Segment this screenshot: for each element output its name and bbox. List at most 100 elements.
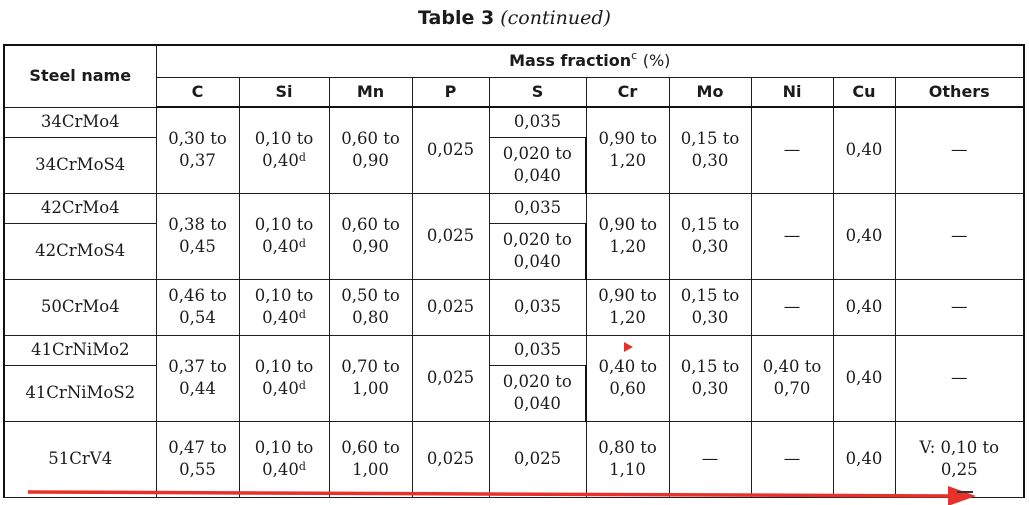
mo-value-cell: 0,15 to 0,30 [668, 106, 752, 194]
p-value: 0,025 [426, 449, 475, 468]
steel-table-body: 34CrMo4 0,30 to 0,37 0,10 to 0,40d 0,60 to 0,9… [3, 106, 1025, 498]
ni-value-cell: — [750, 106, 834, 194]
table-row: 34CrMoS4 0,020 to 0,040 [3, 136, 1024, 194]
cu-value: 0,40 [845, 297, 883, 316]
c-value-cell: 0,46 to 0,54 [155, 278, 240, 336]
cr-value-cell: 0,40 to 0,60 [585, 334, 670, 422]
steel-name-cell: 42CrMo4 [3, 192, 157, 224]
mn-value: 0,70 to 1,00 [341, 357, 400, 398]
steel-name-cell: 34CrMoS4 [3, 136, 157, 194]
si-footnote-marker: d [298, 460, 306, 473]
table-row: 41CrNiMo2 0,37 to 0,44 0,10 to 0,40d 0,70 to 1… [3, 334, 1025, 422]
ni-value: 0,40 to 0,70 [762, 357, 822, 398]
s-value-cell: 0,020 to 0,040 [488, 136, 587, 194]
element-header-s: S [488, 76, 587, 108]
table-row: 41CrNiMoS2 0,020 to 0,040 [3, 364, 1024, 422]
others-value-cell: — [894, 192, 1025, 280]
element-header-p: P [411, 76, 490, 108]
others-value: — [951, 368, 968, 387]
steel-composition-table: Steel name Mass fractionc (%) C Si Mn P … [3, 44, 1025, 498]
steel-name-cell: 41CrNiMoS2 [3, 364, 157, 422]
si-value: 0,10 to 0,40 [254, 286, 314, 327]
ni-value-cell: — [750, 420, 834, 498]
si-footnote-marker: d [298, 151, 306, 165]
mo-value-cell: 0,15 to 0,30 [668, 192, 752, 280]
c-value: 0,46 to 0,54 [168, 286, 227, 327]
mn-value: 0,60 to 1,00 [341, 438, 400, 479]
mo-value: 0,15 to 0,30 [680, 129, 740, 171]
ni-value: — [783, 140, 801, 160]
p-value: 0,025 [426, 368, 475, 387]
mass-fraction-footnote-marker: c [631, 49, 638, 63]
si-value-cell: 0,10 to 0,40d [238, 106, 330, 194]
cr-value: 0,90 to 1,20 [598, 286, 657, 327]
si-value: 0,10 to 0,40 [254, 357, 314, 398]
p-value: 0,025 [426, 226, 475, 245]
cu-value-cell: 0,40 [832, 334, 896, 422]
element-header-si: Si [238, 76, 330, 108]
cu-value: 0,40 [845, 368, 883, 387]
table-row: 51CrV4 0,47 to 0,55 0,10 to 0,40d 0,60 to 1,00… [3, 420, 1025, 498]
cr-value: 0,90 to 1,20 [598, 129, 658, 171]
ni-value: — [783, 297, 801, 316]
s-value-cell: 0,035 [488, 106, 587, 138]
steel-name-cell: 41CrNiMo2 [3, 334, 157, 366]
si-value-cell: 0,10 to 0,40d [238, 278, 330, 336]
p-value-cell: 0,025 [411, 278, 490, 336]
mn-value-cell: 0,60 to 0,90 [328, 106, 413, 194]
p-value-cell: 0,025 [411, 334, 490, 422]
mn-value-cell: 0,60 to 0,90 [328, 192, 413, 280]
si-footnote-marker: d [298, 237, 306, 250]
others-value-cell: — [894, 334, 1025, 422]
others-value: — [951, 140, 968, 160]
steel-name-cell: 34CrMo4 [3, 106, 157, 138]
mo-value-cell: 0,15 to 0,30 [668, 334, 752, 422]
steel-name-header: Steel name [3, 44, 157, 108]
others-value: V: 0,10 to 0,25 [919, 438, 1000, 479]
element-header-mn: Mn [328, 76, 413, 108]
c-value-cell: 0,47 to 0,55 [155, 420, 240, 498]
others-value-cell: V: 0,10 to 0,25 [894, 420, 1025, 498]
element-header-ni: Ni [750, 76, 834, 108]
ni-value-cell: — [750, 278, 834, 336]
table-row: 50CrMo4 0,46 to 0,54 0,10 to 0,40d 0,50 to 0,8… [3, 278, 1025, 336]
c-value: 0,47 to 0,55 [168, 438, 227, 479]
s-value-cell: 0,025 [488, 420, 587, 498]
mo-value: — [701, 449, 719, 468]
si-footnote-marker: d [298, 379, 306, 392]
si-value-cell: 0,10 to 0,40d [238, 334, 330, 422]
c-value: 0,37 to 0,44 [168, 357, 227, 398]
c-value: 0,38 to 0,45 [168, 215, 227, 256]
si-value: 0,10 to 0,40 [254, 215, 314, 256]
p-value: 0,025 [426, 140, 475, 160]
mo-value: 0,15 to 0,30 [680, 286, 740, 327]
cr-value: 0,90 to 1,20 [598, 215, 658, 256]
ni-value-cell: 0,40 to 0,70 [750, 334, 834, 422]
steel-name-cell: 50CrMo4 [3, 278, 157, 336]
mn-value: 0,60 to 0,90 [341, 215, 400, 256]
element-header-cu: Cu [832, 76, 896, 108]
cr-value-cell: 0,90 to 1,20 [585, 106, 670, 194]
cr-value: 0,40 to 0,60 [598, 357, 658, 398]
s-value-cell: 0,035 [488, 334, 587, 366]
cr-value: 0,80 to 1,10 [598, 438, 657, 479]
element-header-mo: Mo [668, 76, 752, 108]
others-value-cell: — [894, 106, 1025, 194]
others-value: — [951, 297, 968, 316]
mass-fraction-unit: (%) [642, 51, 671, 71]
p-value-cell: 0,025 [411, 420, 490, 498]
mo-value: 0,15 to 0,30 [680, 215, 740, 256]
mass-fraction-label: Mass fraction [509, 51, 632, 71]
table-row: 34CrMo4 0,30 to 0,37 0,10 to 0,40d 0,60 to 0,9… [3, 106, 1025, 194]
c-value: 0,30 to 0,37 [168, 129, 227, 171]
others-value-cell: — [894, 278, 1025, 336]
steel-name-cell: 51CrV4 [3, 420, 157, 498]
cu-value-cell: 0,40 [832, 106, 896, 194]
si-footnote-marker: d [298, 308, 306, 321]
s-value-cell: 0,020 to 0,040 [488, 222, 587, 280]
cu-value: 0,40 [845, 140, 883, 160]
mass-fraction-header: Mass fractionc (%) [155, 44, 1025, 78]
table-row: 42CrMoS4 0,020 to 0,040 [3, 222, 1024, 280]
element-header-cr: Cr [585, 76, 670, 108]
c-value-cell: 0,38 to 0,45 [155, 192, 240, 280]
